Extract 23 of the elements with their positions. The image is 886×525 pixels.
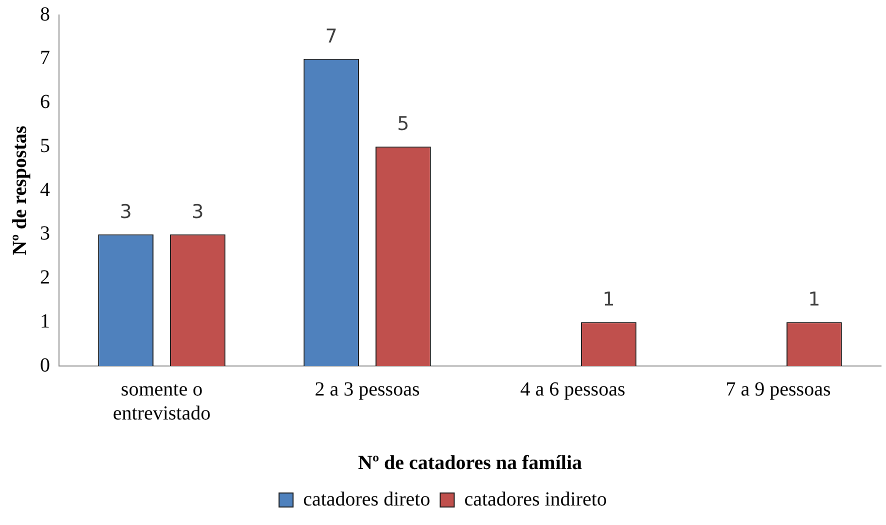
data-label: 3 <box>192 200 204 223</box>
data-label: 1 <box>602 288 615 311</box>
y-tick-label: 3 <box>40 222 50 245</box>
y-tick-label: 7 <box>40 47 50 70</box>
x-axis-title: Nº de catadores na família <box>358 452 582 474</box>
x-tick-label: 7 a 9 pessoas <box>726 378 831 400</box>
y-tick-label: 8 <box>40 3 50 26</box>
y-tick-label: 1 <box>40 310 50 332</box>
data-label: 1 <box>808 288 820 311</box>
y-tick-label: 2 <box>40 266 50 288</box>
y-axis-title: Nº de respostas <box>9 126 32 256</box>
data-label: 3 <box>120 200 132 223</box>
legend-label: catadores indireto <box>464 488 607 510</box>
data-label: 7 <box>325 25 338 48</box>
x-tick-label: somente o entrevistado <box>112 378 211 424</box>
y-tick-label: 6 <box>40 91 50 113</box>
x-tick-label: 4 a 6 pessoas <box>520 378 626 400</box>
y-tick-label: 4 <box>40 178 50 201</box>
y-tick-label: 5 <box>40 134 50 157</box>
y-tick-label: 0 <box>40 354 50 376</box>
x-tick-label: 2 a 3 pessoas <box>314 378 420 400</box>
legend-label: catadores direto <box>303 488 430 510</box>
data-label: 5 <box>397 113 410 136</box>
